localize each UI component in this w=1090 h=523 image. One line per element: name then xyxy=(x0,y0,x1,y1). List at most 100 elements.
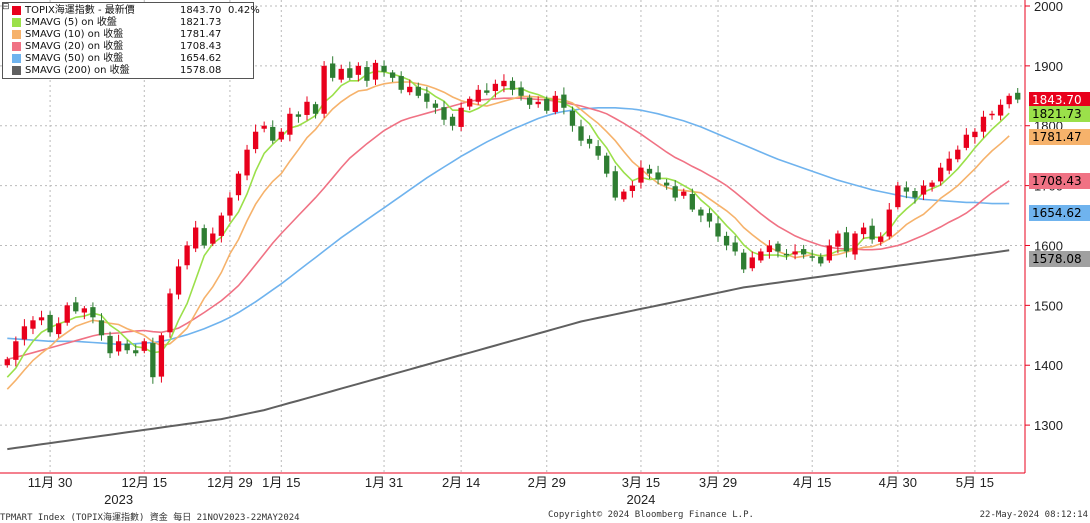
candle-body xyxy=(175,266,182,295)
candle-body xyxy=(270,126,276,141)
value-badge-sma10: 1781.47 xyxy=(1029,128,1090,145)
candle-body xyxy=(835,233,841,247)
series-line-sma10 xyxy=(6,81,1010,390)
candle-body xyxy=(372,62,379,80)
candle-body xyxy=(90,307,96,318)
candle-body xyxy=(723,235,730,246)
candle-body xyxy=(783,253,790,256)
legend-row-price: TOPIX海運指數 - 最新價 1843.70 0.42% xyxy=(6,5,260,17)
legend-row-sma5: SMAVG (5) on 收盤 1821.73 xyxy=(6,17,250,29)
candle-body xyxy=(509,80,516,90)
candle-body xyxy=(355,65,362,75)
candle-body xyxy=(210,233,216,244)
candle-body xyxy=(64,305,70,323)
legend-name-sma20: SMAVG (20) on 收盤 xyxy=(25,41,124,52)
candle-body xyxy=(73,302,79,312)
candle-body xyxy=(252,131,259,150)
value-badge-sma50: 1654.62 xyxy=(1029,204,1090,221)
candle-body xyxy=(287,113,293,135)
candle-body xyxy=(364,67,370,81)
candle-body xyxy=(612,171,618,198)
value-badge-price: 1843.70 xyxy=(1029,91,1090,108)
legend-value-sma50: 1654.62 xyxy=(180,53,222,64)
candle-body xyxy=(381,65,387,72)
candle-body xyxy=(492,83,499,92)
x-year-label: 2024 xyxy=(626,492,655,507)
candle-body xyxy=(903,187,910,192)
legend-collapse-icon[interactable]: ⊟ xyxy=(2,2,10,12)
x-year-label: 2023 xyxy=(104,492,133,507)
x-tick-label: 2月 14 xyxy=(442,475,480,490)
y-tick-label: 1500 xyxy=(1034,298,1063,313)
candle-body xyxy=(141,341,147,351)
candle-body xyxy=(235,173,242,196)
series-line-sma50 xyxy=(7,107,1010,346)
candle-body xyxy=(244,149,250,176)
candle-body xyxy=(184,245,190,266)
chart-legend: ⊟ TOPIX海運指數 - 最新價 1843.70 0.42% SMAVG (5… xyxy=(2,2,260,79)
candle-body xyxy=(997,104,1004,116)
candle-body xyxy=(304,101,310,115)
candle-body xyxy=(424,93,430,102)
candle-body xyxy=(321,65,327,114)
candle-body xyxy=(929,182,935,187)
legend-value-sma5: 1821.73 xyxy=(180,17,222,28)
candle-body xyxy=(158,335,165,377)
candle-body xyxy=(655,172,661,180)
candle-body xyxy=(330,63,336,78)
footer-copyright: Copyright© 2024 Bloomberg Finance L.P. xyxy=(548,510,754,520)
candle-body xyxy=(484,90,490,93)
legend-value-sma10: 1781.47 xyxy=(180,29,222,40)
candle-body xyxy=(749,257,755,269)
candle-body xyxy=(98,320,105,336)
candle-body xyxy=(81,308,88,313)
candle-body xyxy=(4,359,10,366)
candle-body xyxy=(621,191,627,200)
series-line-sma200 xyxy=(7,249,1010,451)
candle-body xyxy=(698,209,704,216)
candle-body xyxy=(552,95,558,112)
candle-body xyxy=(595,146,601,156)
value-badge-sma200: 1578.08 xyxy=(1029,250,1090,267)
candle-body xyxy=(826,245,832,261)
legend-name-sma200: SMAVG (200) on 收盤 xyxy=(25,65,130,76)
candle-body xyxy=(115,341,122,352)
candle-body xyxy=(972,131,978,138)
series-line-sma20 xyxy=(7,97,1010,360)
legend-value-sma20: 1708.43 xyxy=(180,41,222,52)
candle-body xyxy=(706,213,713,222)
candle-body xyxy=(561,94,567,108)
candle-body xyxy=(389,72,396,78)
candle-body xyxy=(501,80,507,87)
candle-body xyxy=(47,314,53,333)
candle-body xyxy=(30,320,36,329)
x-tick-label: 3月 15 xyxy=(622,475,660,490)
x-tick-label: 2月 29 xyxy=(528,475,566,490)
candle-body xyxy=(535,101,541,105)
candle-body xyxy=(646,168,653,174)
y-tick-label: 2000 xyxy=(1034,0,1063,14)
candle-body xyxy=(201,228,207,246)
candle-body xyxy=(278,131,284,140)
legend-name-sma10: SMAVG (10) on 收盤 xyxy=(25,29,124,40)
legend-swatch-sma20 xyxy=(12,42,21,51)
candle-body xyxy=(107,335,113,354)
candle-body xyxy=(800,249,807,255)
candle-body xyxy=(775,243,781,252)
candle-body xyxy=(1006,95,1012,105)
candle-body xyxy=(1015,92,1021,100)
candle-body xyxy=(638,167,644,183)
candle-body xyxy=(133,350,139,354)
candle-body xyxy=(604,155,610,174)
x-tick-label: 11月 30 xyxy=(28,475,73,490)
candle-body xyxy=(937,167,944,182)
candle-body xyxy=(715,223,721,237)
candle-body xyxy=(295,114,302,117)
candle-body xyxy=(21,326,28,340)
candle-body xyxy=(860,227,867,235)
candle-body xyxy=(227,197,233,216)
legend-value-sma200: 1578.08 xyxy=(180,65,222,76)
y-tick-label: 1900 xyxy=(1034,59,1063,74)
candle-body xyxy=(920,185,927,195)
x-tick-label: 5月 15 xyxy=(956,475,994,490)
